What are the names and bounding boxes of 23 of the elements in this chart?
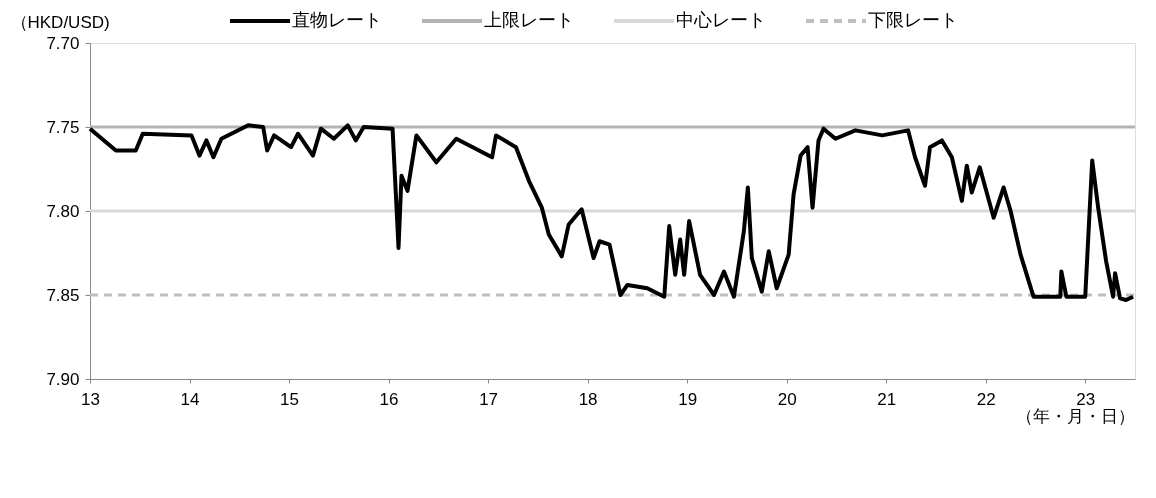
legend-label: 上限レート — [484, 10, 574, 30]
x-tick-label: 22 — [976, 389, 996, 409]
x-tick-label: 18 — [578, 389, 598, 409]
x-tick-label: 17 — [479, 389, 499, 409]
x-tick-label: 15 — [280, 389, 300, 409]
y-tick-label: 7.90 — [46, 369, 80, 389]
legend-label: 直物レート — [292, 10, 382, 30]
y-tick-label: 7.70 — [46, 33, 80, 53]
legend-label: 中心レート — [676, 10, 766, 30]
x-tick-label: 23 — [1076, 389, 1096, 409]
x-tick-label: 16 — [379, 389, 399, 409]
y-axis-title: （HKD/USD) — [10, 12, 110, 32]
legend-label: 下限レート — [868, 10, 958, 30]
x-tick-label: 14 — [180, 389, 200, 409]
x-tick-label: 20 — [777, 389, 797, 409]
y-tick-label: 7.75 — [46, 117, 80, 137]
line-series — [88, 123, 1136, 303]
x-tick-label: 19 — [678, 389, 698, 409]
text: （年・月・日） — [1016, 407, 1135, 426]
x-tick-label: 13 — [81, 389, 100, 409]
y-tick-label: 7.80 — [46, 201, 80, 221]
x-tick-label: 21 — [877, 389, 897, 409]
y-tick-label: 7.85 — [46, 285, 80, 305]
